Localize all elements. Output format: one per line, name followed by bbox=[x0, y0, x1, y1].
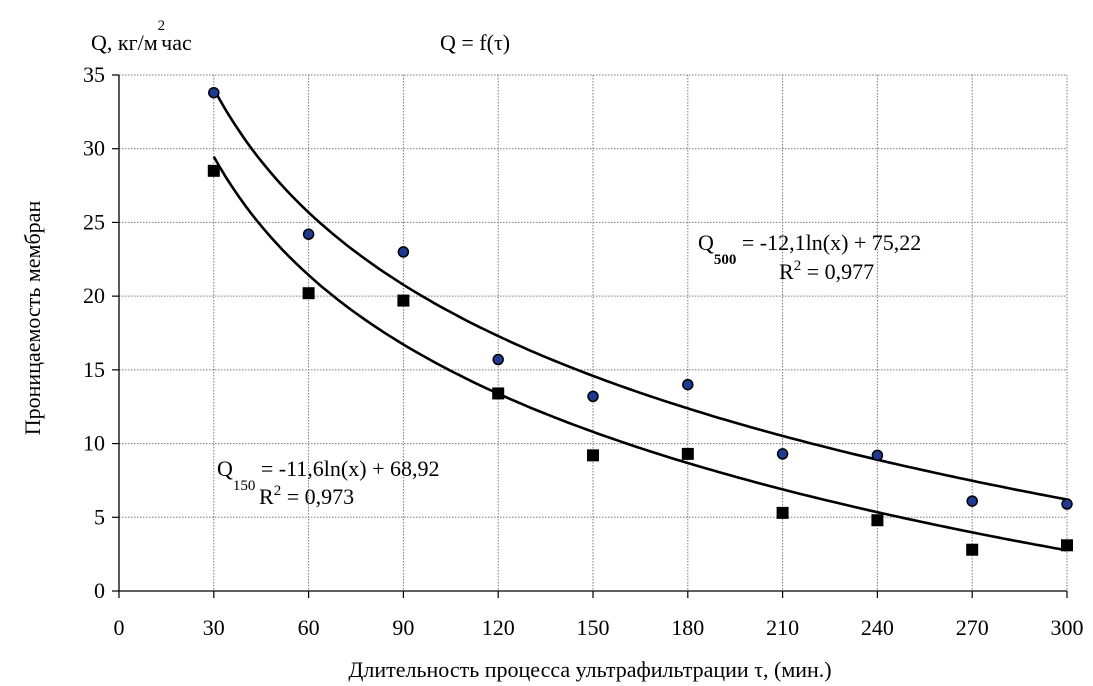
r2-500: R2 = 0,977 bbox=[779, 258, 874, 284]
x-tick-label: 180 bbox=[671, 615, 704, 640]
y-tick-labels: 0 5 10 15 20 25 30 35 bbox=[83, 62, 105, 603]
square-point bbox=[776, 506, 789, 519]
trend-lines bbox=[212, 88, 1068, 552]
x-tick-label: 90 bbox=[392, 615, 414, 640]
circle-point bbox=[492, 353, 504, 366]
y-axis-label: Проницаемость мембран bbox=[20, 201, 45, 436]
circle-point bbox=[682, 378, 694, 391]
y-tick-label: 20 bbox=[83, 283, 105, 308]
circle-point bbox=[397, 246, 410, 258]
y-tick-label: 5 bbox=[94, 504, 105, 529]
y-tick-label: 30 bbox=[83, 136, 105, 161]
trend-line-0 bbox=[212, 88, 1068, 501]
square-point bbox=[587, 449, 599, 462]
x-tick-label: 0 bbox=[114, 615, 125, 640]
square-point bbox=[1061, 539, 1073, 552]
y-unit-label: Q, кг/м2 час bbox=[91, 18, 192, 55]
square-point bbox=[871, 514, 884, 527]
x-tick-label: 150 bbox=[577, 615, 610, 640]
circle-point bbox=[1061, 498, 1073, 510]
x-tick-label: 120 bbox=[482, 615, 515, 640]
circle-point bbox=[776, 448, 789, 460]
square-point bbox=[302, 287, 315, 300]
square-point bbox=[492, 387, 505, 400]
square-point bbox=[207, 164, 220, 177]
chart-title: Q = f(τ) bbox=[440, 30, 510, 55]
square-point bbox=[966, 543, 979, 556]
x-tick-label: 270 bbox=[956, 615, 989, 640]
square-point bbox=[681, 447, 694, 460]
circle-point bbox=[871, 449, 884, 462]
x-axis-label: Длительность процесса ультрафильтрации τ… bbox=[348, 657, 831, 682]
y-tick-label: 0 bbox=[94, 578, 105, 603]
circle-point bbox=[208, 86, 220, 99]
equation-150: Q150 = -11,6ln(x) + 68,92 bbox=[217, 456, 439, 494]
circle-point bbox=[302, 228, 315, 240]
grid-lines bbox=[119, 74, 1068, 591]
x-tick-label: 60 bbox=[298, 615, 320, 640]
x-tick-label: 240 bbox=[861, 615, 894, 640]
data-points bbox=[207, 86, 1073, 556]
circle-point bbox=[587, 390, 599, 403]
x-tick-label: 30 bbox=[203, 615, 225, 640]
axes bbox=[112, 74, 1068, 598]
x-tick-label: 210 bbox=[766, 615, 799, 640]
circle-point bbox=[966, 495, 978, 507]
y-tick-label: 10 bbox=[83, 431, 105, 456]
r2-150: R2 = 0,973 bbox=[259, 483, 354, 509]
y-tick-label: 25 bbox=[83, 209, 105, 234]
y-tick-label: 15 bbox=[83, 357, 105, 382]
trend-line-1 bbox=[212, 155, 1068, 552]
x-tick-label: 300 bbox=[1051, 615, 1084, 640]
equation-500: Q500 = -12,1ln(x) + 75,22 bbox=[698, 230, 921, 268]
square-point bbox=[397, 294, 410, 307]
y-tick-label: 35 bbox=[83, 62, 105, 87]
x-tick-labels: 0 30 60 90 120 150 180 210 240 270 300 bbox=[114, 615, 1084, 640]
